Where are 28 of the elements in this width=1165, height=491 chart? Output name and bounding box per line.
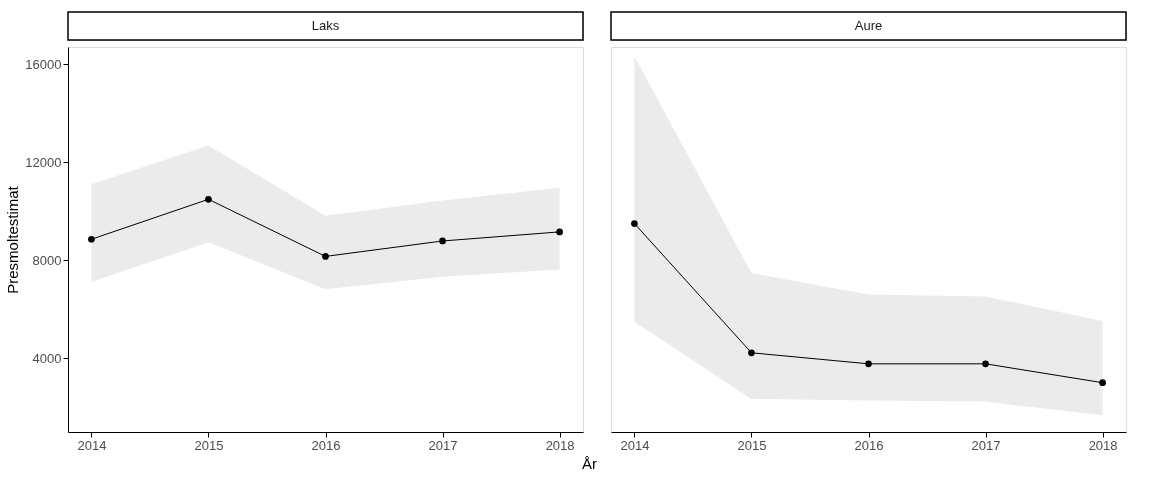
y-tick-label: 4000 bbox=[32, 350, 62, 366]
point bbox=[439, 237, 446, 245]
x-tick-label: 2015 bbox=[737, 437, 767, 453]
y-tick-label: 12000 bbox=[25, 154, 62, 170]
point bbox=[88, 235, 95, 243]
x-tick-label: 2014 bbox=[620, 437, 650, 453]
x-tick-label: 2017 bbox=[971, 437, 1001, 453]
x-tick-label: 2017 bbox=[428, 437, 458, 453]
point bbox=[748, 349, 755, 357]
point bbox=[322, 253, 329, 260]
chart-title: Aure bbox=[854, 18, 883, 33]
x-tick-label: 2016 bbox=[854, 437, 884, 453]
x-tick-label: 2015 bbox=[194, 437, 224, 453]
chart-title: Laks bbox=[311, 18, 340, 33]
x-tick-label: 2018 bbox=[545, 437, 575, 453]
x-tick-label: 2014 bbox=[77, 437, 107, 453]
y-axis-title: Presmoltestimat bbox=[4, 185, 22, 294]
point bbox=[1099, 379, 1106, 387]
point bbox=[631, 220, 638, 227]
x-tick-label: 2016 bbox=[311, 437, 341, 453]
x-axis-title: År bbox=[582, 454, 597, 472]
point bbox=[865, 360, 872, 368]
x-tick-label: 2018 bbox=[1088, 437, 1118, 453]
y-tick-label: 16000 bbox=[25, 56, 62, 72]
point bbox=[982, 360, 989, 368]
point bbox=[205, 195, 212, 203]
y-tick-label: 8000 bbox=[32, 252, 62, 268]
point bbox=[556, 228, 563, 236]
